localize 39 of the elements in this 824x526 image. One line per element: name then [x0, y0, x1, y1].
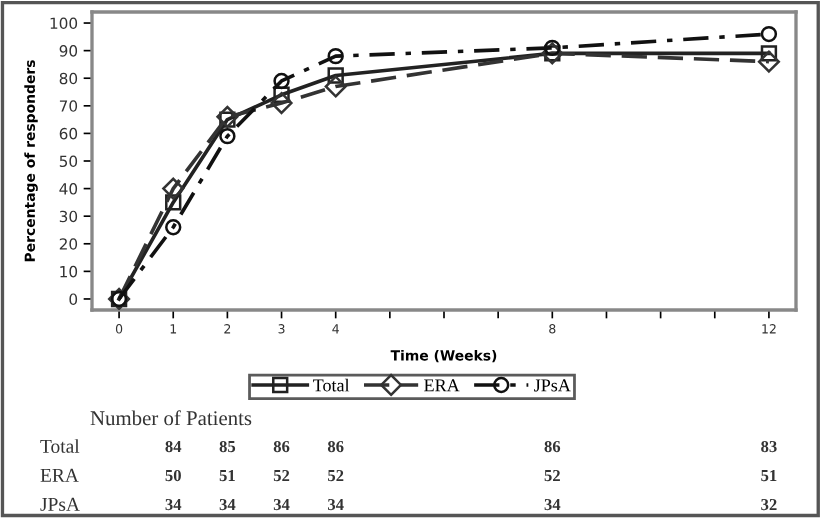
point — [162, 177, 185, 200]
point — [327, 67, 344, 84]
text: 34 — [273, 498, 290, 511]
point — [165, 194, 182, 211]
point — [165, 219, 182, 236]
point — [760, 45, 778, 62]
text: 34 — [327, 498, 344, 511]
point — [327, 47, 344, 65]
point — [544, 39, 561, 57]
legend-label: Total — [313, 378, 350, 392]
text: 50 — [165, 469, 181, 482]
point — [219, 127, 236, 145]
text: 34 — [544, 498, 561, 511]
text: 86 — [544, 440, 561, 453]
legend-label: ERA — [424, 379, 460, 392]
text: 34 — [165, 498, 182, 511]
point — [757, 50, 780, 73]
point — [273, 72, 290, 90]
point — [270, 91, 293, 115]
text: ERA — [40, 468, 79, 482]
point — [760, 25, 778, 43]
point — [324, 75, 347, 98]
text: 86 — [273, 440, 290, 453]
text: 84 — [165, 440, 182, 453]
point — [216, 105, 239, 128]
text: Number of Patients — [90, 410, 252, 426]
text: 51 — [761, 470, 777, 482]
text: 52 — [273, 469, 290, 482]
text: 34 — [219, 498, 236, 511]
text: Total — [40, 439, 80, 453]
text: JPsA — [40, 497, 80, 511]
text: 32 — [761, 498, 777, 511]
text: 52 — [544, 469, 560, 482]
text: 85 — [219, 440, 236, 453]
text: 51 — [219, 470, 235, 482]
text: 86 — [327, 440, 344, 453]
text: 52 — [328, 469, 344, 482]
text: 83 — [761, 440, 777, 453]
legend-label: JPsA — [534, 379, 571, 392]
